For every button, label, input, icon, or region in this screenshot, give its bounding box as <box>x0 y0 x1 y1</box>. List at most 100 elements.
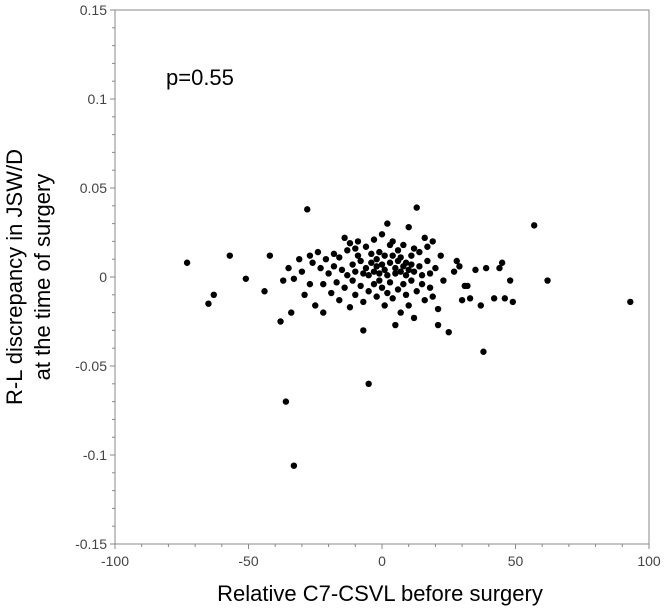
x-tick-label: -100 <box>101 553 129 569</box>
data-point <box>392 321 399 329</box>
data-point <box>368 250 375 258</box>
data-point <box>424 257 431 265</box>
data-point <box>490 295 498 302</box>
data-point <box>389 295 396 302</box>
data-point <box>298 268 306 275</box>
data-point <box>304 206 311 213</box>
data-point <box>314 248 322 256</box>
data-point <box>360 298 367 306</box>
data-point <box>357 282 364 290</box>
data-point <box>394 286 402 293</box>
data-point <box>434 305 442 313</box>
data-point <box>288 309 295 316</box>
data-point <box>416 248 423 256</box>
data-point <box>386 279 394 286</box>
data-point <box>349 277 356 284</box>
data-point <box>301 291 308 298</box>
data-point <box>432 264 439 272</box>
data-point <box>242 275 250 282</box>
data-point <box>378 261 386 268</box>
data-point <box>397 254 404 261</box>
data-point <box>496 264 503 272</box>
data-point <box>426 270 434 277</box>
data-point <box>376 248 383 256</box>
data-point <box>349 261 356 268</box>
data-point <box>330 263 338 270</box>
data-point <box>352 268 359 275</box>
data-point <box>368 259 375 266</box>
data-point <box>434 321 442 329</box>
data-point <box>472 266 479 274</box>
data-point <box>400 280 407 288</box>
data-point <box>344 272 351 279</box>
data-point <box>365 288 372 295</box>
data-point <box>373 256 380 263</box>
data-point <box>402 259 410 266</box>
data-point <box>370 268 378 275</box>
data-point <box>384 272 391 279</box>
data-point <box>378 284 386 291</box>
data-point <box>378 231 386 238</box>
data-point <box>384 289 391 297</box>
data-point <box>376 270 383 277</box>
y-tick-label: -0.1 <box>83 447 107 463</box>
data-point <box>354 238 362 245</box>
data-point <box>373 293 380 300</box>
data-point <box>466 295 474 302</box>
data-point <box>530 222 538 229</box>
data-point <box>437 252 444 259</box>
data-point <box>354 252 362 259</box>
data-point <box>320 309 327 316</box>
data-point <box>386 259 394 266</box>
data-point <box>480 348 487 355</box>
data-point <box>450 268 458 275</box>
data-point <box>429 293 436 300</box>
data-point <box>397 268 404 275</box>
data-point <box>410 268 418 275</box>
y-axis-title-line-1: R-L discrepancy in JSW/D <box>2 149 27 405</box>
data-point <box>498 259 506 266</box>
y-axis-title-line-2: at the time of surgery <box>30 174 55 381</box>
data-point <box>413 204 420 211</box>
plot-area-frame <box>114 9 650 545</box>
data-point <box>408 277 415 284</box>
y-axis: -0.15 -0.1 -0.05 0 0.05 0.1 0.15 <box>75 2 115 552</box>
data-point <box>400 241 407 249</box>
data-point <box>282 398 290 405</box>
data-point <box>421 234 428 242</box>
data-point <box>338 266 346 274</box>
data-point <box>296 256 303 263</box>
data-point <box>341 284 348 291</box>
data-point <box>306 252 314 259</box>
x-tick-label: -50 <box>238 553 258 569</box>
data-point <box>183 259 191 266</box>
data-point <box>405 266 412 274</box>
data-point <box>402 291 410 298</box>
data-point <box>477 302 484 309</box>
data-point <box>392 264 399 272</box>
y-tick-label: -0.05 <box>75 358 107 374</box>
data-point <box>365 380 372 387</box>
data-point <box>357 257 364 265</box>
data-point <box>376 277 383 284</box>
data-point <box>402 272 410 279</box>
data-point <box>408 252 415 259</box>
data-point <box>322 256 330 263</box>
data-point <box>410 314 418 322</box>
data-point <box>464 282 471 290</box>
data-point <box>344 247 351 254</box>
data-point <box>325 270 332 277</box>
data-point <box>429 238 436 245</box>
data-point <box>266 252 274 259</box>
data-point <box>389 238 396 245</box>
data-point <box>627 298 634 306</box>
data-point <box>410 245 418 252</box>
data-point <box>352 291 359 298</box>
x-tick-label: 100 <box>637 553 661 569</box>
data-point <box>458 296 466 304</box>
data-point <box>333 279 340 286</box>
data-point <box>290 275 298 282</box>
data-point <box>336 296 343 304</box>
data-point <box>352 245 359 252</box>
